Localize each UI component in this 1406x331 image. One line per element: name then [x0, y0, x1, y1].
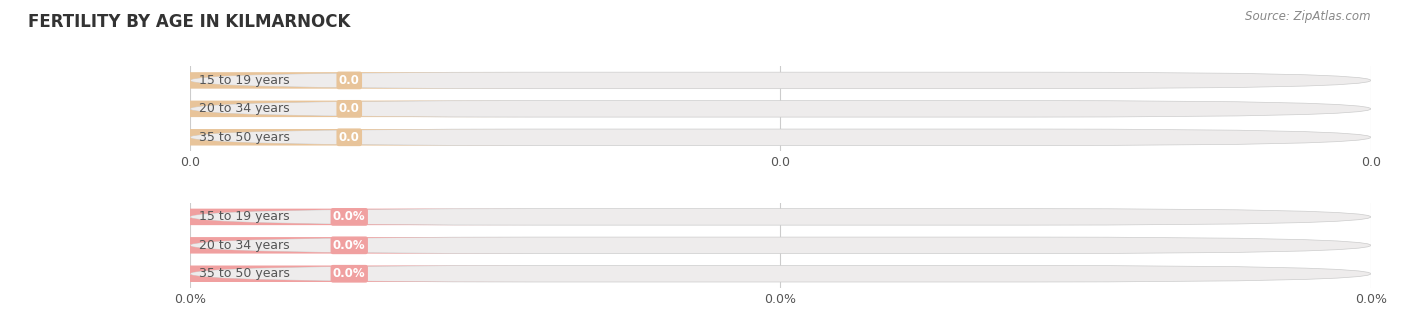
FancyBboxPatch shape	[190, 101, 1371, 117]
Text: 35 to 50 years: 35 to 50 years	[200, 267, 290, 280]
Text: Source: ZipAtlas.com: Source: ZipAtlas.com	[1246, 10, 1371, 23]
Text: 0.0: 0.0	[339, 74, 360, 87]
Text: 0.0: 0.0	[339, 131, 360, 144]
FancyBboxPatch shape	[190, 129, 1371, 146]
FancyBboxPatch shape	[0, 209, 533, 225]
FancyBboxPatch shape	[0, 237, 533, 254]
Text: 0.0%: 0.0%	[333, 267, 366, 280]
FancyBboxPatch shape	[190, 72, 1371, 89]
FancyBboxPatch shape	[0, 101, 533, 117]
FancyBboxPatch shape	[190, 265, 1371, 282]
Text: 20 to 34 years: 20 to 34 years	[200, 102, 290, 115]
FancyBboxPatch shape	[190, 237, 1371, 254]
Text: FERTILITY BY AGE IN KILMARNOCK: FERTILITY BY AGE IN KILMARNOCK	[28, 13, 350, 31]
FancyBboxPatch shape	[190, 209, 1371, 225]
FancyBboxPatch shape	[0, 72, 533, 89]
FancyBboxPatch shape	[0, 265, 533, 282]
Text: 35 to 50 years: 35 to 50 years	[200, 131, 290, 144]
Text: 15 to 19 years: 15 to 19 years	[200, 74, 290, 87]
Text: 0.0%: 0.0%	[333, 239, 366, 252]
Text: 20 to 34 years: 20 to 34 years	[200, 239, 290, 252]
Text: 0.0%: 0.0%	[333, 211, 366, 223]
Text: 0.0: 0.0	[339, 102, 360, 115]
Text: 15 to 19 years: 15 to 19 years	[200, 211, 290, 223]
FancyBboxPatch shape	[0, 129, 533, 146]
